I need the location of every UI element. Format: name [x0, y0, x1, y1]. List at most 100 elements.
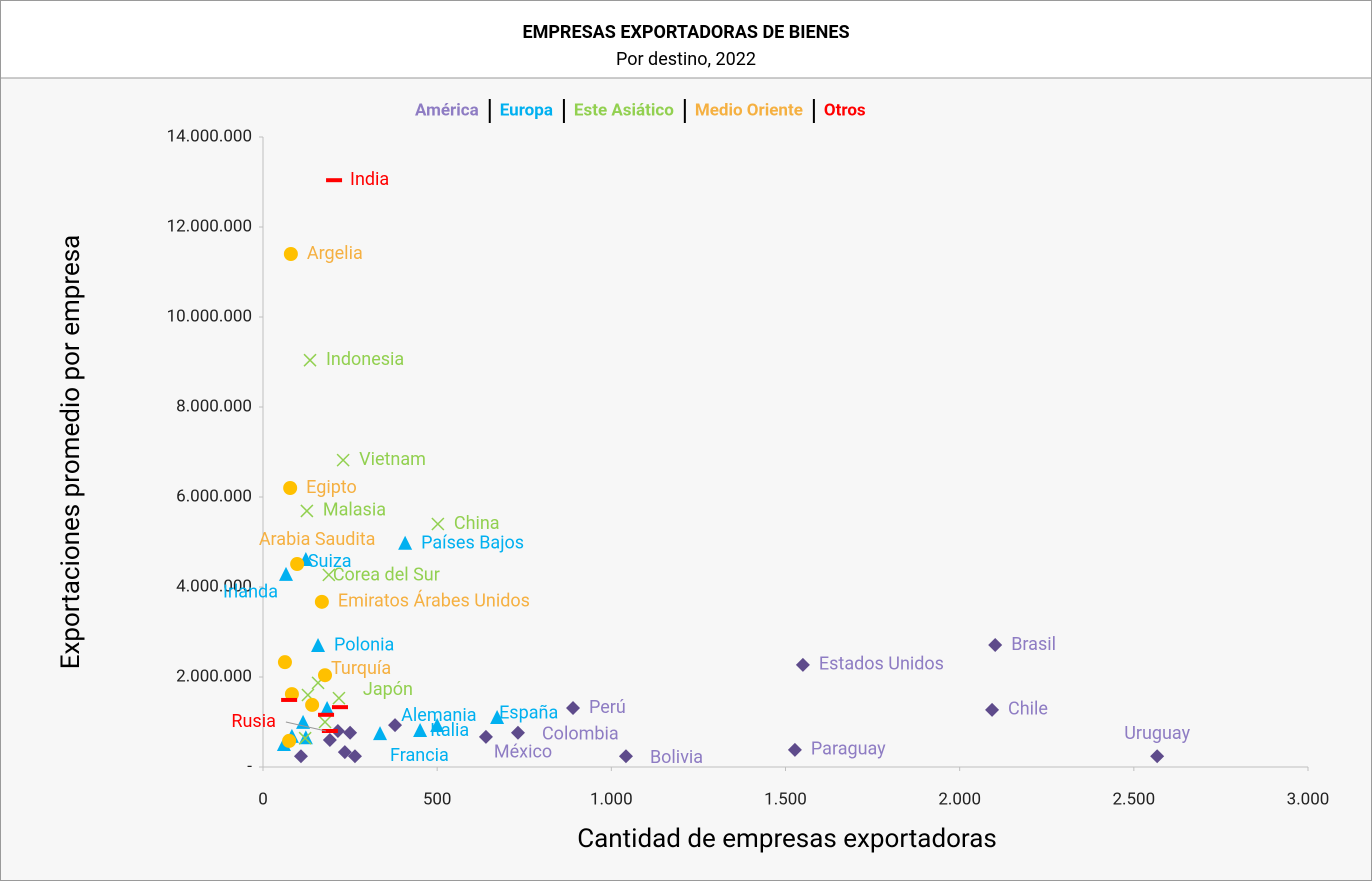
- point: [566, 701, 581, 716]
- x-tick-label: 1.000: [590, 789, 633, 809]
- point: [320, 700, 335, 715]
- legend-entry: Este Asiático: [574, 100, 674, 120]
- point-label: Alemania: [401, 705, 476, 726]
- y-tick-label: 12.000.000: [167, 216, 252, 236]
- point: [988, 638, 1003, 653]
- legend-entry: Otros: [824, 100, 866, 120]
- chart-subtitle: Por destino, 2022: [616, 49, 756, 70]
- point-label: China: [454, 513, 500, 534]
- point-label: Turquía: [331, 658, 391, 679]
- point: [373, 726, 388, 741]
- point: [282, 733, 297, 748]
- point: [510, 725, 525, 740]
- y-tick-label: 4.000.000: [176, 576, 252, 596]
- point-label: Rusia: [231, 711, 275, 732]
- point: [326, 178, 343, 183]
- point: [795, 657, 810, 672]
- point: [318, 712, 335, 717]
- point-label: Irlanda: [223, 582, 278, 603]
- point-label: Paraguay: [811, 739, 886, 760]
- x-tick-label: 500: [423, 789, 452, 809]
- point: [277, 655, 292, 670]
- point: [278, 566, 293, 581]
- point: [293, 749, 308, 764]
- y-tick-label: 14.000.000: [167, 126, 252, 146]
- point-label: Vietnam: [359, 449, 426, 470]
- point: [283, 481, 298, 495]
- point-label: Francia: [390, 745, 449, 766]
- point-label: Suiza: [308, 551, 352, 572]
- point: [300, 504, 314, 518]
- point: [332, 691, 346, 705]
- point-label: Colombia: [542, 724, 619, 745]
- point: [330, 724, 345, 738]
- point: [283, 247, 298, 261]
- x-tick-label: 1.500: [764, 789, 807, 809]
- point: [322, 568, 336, 582]
- point: [305, 697, 320, 712]
- point-label: Malasia: [323, 500, 386, 521]
- point: [985, 702, 1000, 717]
- point: [337, 745, 352, 760]
- point-label: India: [350, 169, 389, 190]
- point: [314, 594, 329, 609]
- point-label: Argelia: [307, 243, 363, 264]
- point: [347, 749, 362, 764]
- point: [303, 353, 317, 367]
- point: [321, 729, 338, 733]
- point: [1150, 749, 1165, 764]
- point: [398, 535, 413, 550]
- point-label: Japón: [363, 679, 413, 700]
- point-label: Brasil: [1011, 634, 1056, 655]
- x-axis-title: Cantidad de empresas exportadoras: [577, 824, 997, 854]
- y-tick-label: 10.000.000: [167, 306, 252, 326]
- legend-entry: América: [415, 100, 479, 120]
- point: [343, 725, 358, 740]
- y-tick-label: 6.000.000: [176, 486, 252, 506]
- point: [430, 718, 445, 733]
- point-label: Indonesia: [326, 349, 404, 370]
- y-tick-label: 2.000.000: [176, 666, 252, 686]
- point: [787, 742, 802, 757]
- title-band: [1, 1, 1371, 78]
- chart-title: EMPRESAS EXPORTADORAS DE BIENES: [522, 22, 849, 43]
- point-label: Uruguay: [1124, 723, 1190, 744]
- point: [322, 733, 337, 747]
- point: [281, 697, 298, 702]
- point-label: Egipto: [306, 477, 357, 498]
- point: [478, 729, 493, 744]
- point: [290, 557, 305, 572]
- point-label: Emiratos Árabes Unidos: [338, 590, 530, 612]
- point-label: Corea del Sur: [333, 565, 440, 586]
- point-label: Perú: [589, 697, 626, 718]
- point-label: Italia: [430, 720, 469, 741]
- leader-line: [285, 721, 326, 732]
- point: [311, 637, 326, 652]
- x-tick-label: 3.000: [1287, 789, 1330, 809]
- point: [490, 709, 505, 724]
- legend-entry: Europa: [500, 100, 553, 120]
- point-label: Países Bajos: [421, 533, 524, 554]
- point: [331, 705, 348, 710]
- point-label: Chile: [1008, 699, 1048, 720]
- point-label: Bolivia: [650, 747, 703, 768]
- point: [284, 687, 299, 702]
- point: [318, 668, 333, 683]
- point-label: España: [499, 703, 558, 724]
- point: [388, 718, 403, 733]
- point-label: Arabia Saudita: [259, 529, 376, 550]
- y-axis-title: Exportaciones promedio por empresa: [56, 235, 86, 670]
- point-label: Polonia: [334, 635, 394, 656]
- point: [336, 453, 350, 467]
- x-tick-label: 0: [258, 789, 268, 809]
- x-tick-label: 2.000: [938, 789, 981, 809]
- x-tick-label: 2.500: [1112, 789, 1155, 809]
- point-label: México: [494, 742, 552, 763]
- point: [618, 749, 633, 764]
- point: [298, 731, 312, 745]
- legend-entry: Medio Oriente: [695, 100, 803, 120]
- y-tick-label: 8.000.000: [176, 396, 252, 416]
- y-tick-label: -: [247, 756, 252, 776]
